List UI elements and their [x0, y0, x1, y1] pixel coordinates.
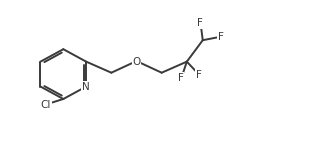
Text: O: O — [132, 57, 141, 67]
Text: F: F — [218, 32, 224, 42]
Text: F: F — [197, 18, 203, 28]
Text: N: N — [82, 81, 90, 91]
Text: F: F — [196, 70, 202, 80]
Text: F: F — [178, 73, 183, 83]
Text: Cl: Cl — [40, 100, 51, 110]
